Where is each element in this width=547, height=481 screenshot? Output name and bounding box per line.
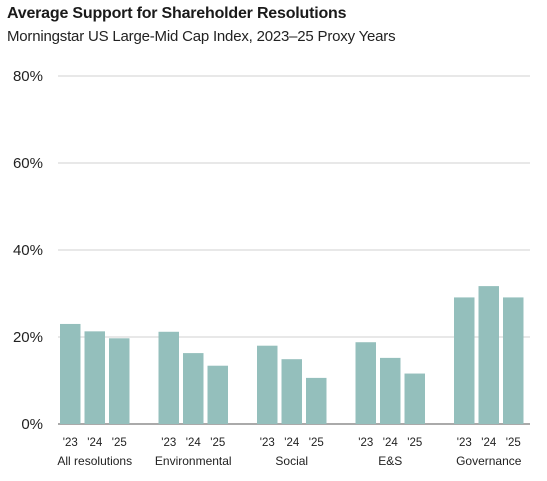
group-label: Social (275, 454, 308, 468)
bar (60, 323, 81, 424)
x-tick-label: '25 (506, 437, 521, 449)
group-label: Governance (456, 454, 522, 468)
bar (478, 286, 499, 424)
group-label: Environmental (155, 454, 232, 468)
x-tick-label: '23 (260, 437, 275, 449)
bar (158, 331, 179, 424)
x-tick-label: '24 (186, 437, 202, 449)
bar (84, 331, 105, 424)
bar (183, 353, 204, 424)
bar (404, 373, 425, 424)
y-tick-label: 60% (13, 155, 43, 172)
x-tick-label: '24 (87, 437, 103, 449)
y-tick-label: 0% (21, 416, 43, 433)
bar (503, 297, 524, 424)
x-tick-label: '25 (309, 437, 324, 449)
bar (109, 338, 130, 424)
group-label: All resolutions (57, 454, 132, 468)
x-tick-label: '25 (407, 437, 422, 449)
x-tick-label: '24 (284, 437, 300, 449)
x-tick-label: '23 (358, 437, 373, 449)
x-tick-label: '24 (383, 437, 399, 449)
x-tick-label: '25 (210, 437, 225, 449)
bar (380, 357, 401, 424)
x-tick-label: '25 (112, 437, 127, 449)
bar (454, 297, 475, 424)
chart-title: Average Support for Shareholder Resoluti… (7, 5, 347, 22)
bar (207, 365, 228, 424)
x-tick-label: '24 (481, 437, 497, 449)
y-tick-label: 80% (13, 68, 43, 85)
bar (306, 377, 327, 424)
bar (355, 342, 376, 424)
chart-subtitle: Morningstar US Large-Mid Cap Index, 2023… (7, 28, 396, 45)
x-tick-label: '23 (457, 437, 472, 449)
y-tick-label: 40% (13, 242, 43, 259)
y-tick-label: 20% (13, 329, 43, 346)
x-tick-label: '23 (161, 437, 176, 449)
group-label: E&S (378, 454, 402, 468)
x-tick-label: '23 (63, 437, 78, 449)
bar (281, 359, 302, 424)
bar (257, 345, 278, 424)
